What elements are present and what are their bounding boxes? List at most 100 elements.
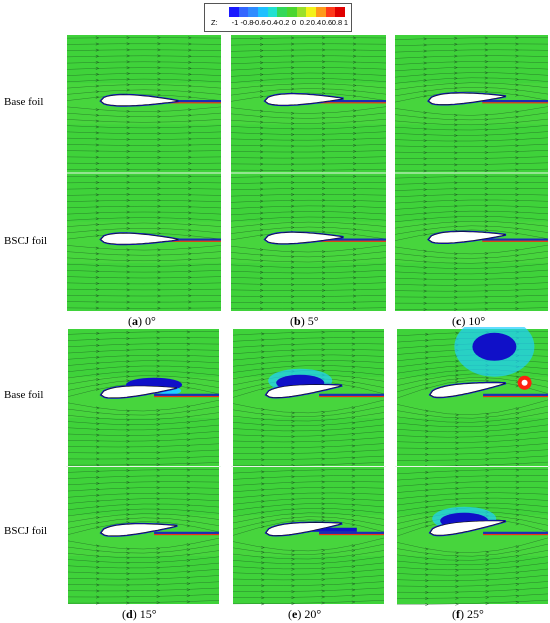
- streamline-arrow: [454, 60, 458, 64]
- streamline-arrow: [352, 137, 357, 141]
- streamline-arrow: [352, 211, 357, 215]
- streamline: [396, 475, 549, 481]
- streamline-arrow: [515, 375, 520, 379]
- flow-panel-svg: [231, 329, 386, 606]
- streamline-arrow: [515, 571, 520, 575]
- streamline-arrow: [423, 205, 428, 209]
- flow-panel-svg: [231, 35, 386, 311]
- streamline: [67, 331, 220, 335]
- streamline: [231, 106, 386, 114]
- streamline-arrow: [423, 84, 428, 88]
- streamline-arrow: [290, 77, 295, 81]
- streamline-arrow: [351, 360, 356, 363]
- streamline-arrow: [95, 246, 100, 250]
- streamline: [396, 481, 549, 487]
- streamline: [67, 182, 221, 184]
- streamline-arrow: [454, 157, 458, 161]
- streamline-arrow: [290, 144, 295, 148]
- flow-subpanel-base: [231, 35, 386, 173]
- streamline: [67, 337, 220, 341]
- streamline-arrow: [156, 577, 161, 581]
- streamline-arrow: [95, 258, 100, 261]
- streamline-arrow: [515, 508, 520, 512]
- streamline-arrow: [425, 356, 429, 360]
- streamline-arrow: [321, 342, 326, 346]
- streamline-arrow: [291, 562, 296, 566]
- streamline: [67, 245, 221, 251]
- streamline-arrow: [259, 175, 264, 179]
- streamline: [396, 469, 549, 475]
- streamline-arrow: [515, 199, 520, 203]
- streamline-arrow: [290, 215, 295, 219]
- streamline-arrow: [423, 169, 428, 173]
- streamline-arrow: [96, 469, 100, 473]
- streamline-arrow: [515, 456, 520, 460]
- streamline-arrow: [515, 600, 520, 604]
- streamline-arrow: [455, 359, 460, 363]
- streamline-arrow: [515, 513, 520, 517]
- streamline-arrow: [126, 513, 131, 516]
- streamline-arrow: [515, 227, 520, 231]
- streamline-arrow: [484, 145, 489, 149]
- streamline-arrow: [515, 54, 520, 58]
- streamline-arrow: [352, 233, 357, 237]
- streamline-arrow: [290, 181, 295, 184]
- streamline-arrow: [259, 193, 264, 197]
- streamline-arrow: [485, 412, 490, 416]
- streamline-arrow: [156, 348, 161, 352]
- streamline-arrow: [126, 595, 131, 599]
- streamline: [67, 550, 220, 558]
- streamline: [395, 82, 548, 90]
- streamline-arrow: [351, 565, 356, 568]
- colorbar-tick: 0.4: [310, 18, 322, 27]
- streamline-arrow: [290, 271, 295, 275]
- streamline-arrow: [291, 440, 296, 444]
- streamline-arrow: [352, 181, 357, 184]
- streamline-arrow: [126, 168, 131, 172]
- streamline-arrow: [484, 224, 489, 228]
- streamline: [232, 412, 385, 422]
- flow-field: [395, 35, 548, 173]
- streamline-arrow: [95, 205, 100, 209]
- streamline-arrow: [126, 517, 131, 521]
- streamline-arrow: [95, 48, 100, 52]
- streamline: [232, 354, 385, 361]
- streamline: [395, 282, 548, 286]
- streamline-arrow: [188, 258, 192, 261]
- colorbar-segment: [277, 7, 288, 17]
- streamline-arrow: [186, 432, 191, 436]
- streamline-arrow: [321, 557, 326, 561]
- streamline-arrow: [126, 583, 131, 587]
- streamline: [231, 78, 386, 83]
- streamline-arrow: [321, 60, 326, 64]
- streamline-arrow: [188, 119, 192, 123]
- streamline: [231, 307, 386, 310]
- streamline-arrow: [157, 132, 162, 135]
- streamline-arrow: [485, 506, 490, 510]
- streamline: [67, 125, 221, 129]
- streamline-arrow: [321, 198, 326, 202]
- flow-field: [395, 173, 548, 311]
- streamline-arrow: [157, 168, 162, 172]
- streamline-arrow: [96, 445, 100, 449]
- streamline-arrow: [485, 502, 490, 505]
- streamline-arrow: [126, 77, 131, 81]
- streamline-arrow: [188, 181, 192, 184]
- streamline-arrow: [291, 516, 296, 520]
- streamline-arrow: [261, 515, 265, 519]
- streamline-arrow: [515, 497, 520, 501]
- streamline-arrow: [186, 376, 191, 380]
- streamline-arrow: [321, 307, 326, 311]
- streamline-arrow: [515, 42, 520, 46]
- streamline-arrow: [321, 180, 326, 184]
- flow-subpanel-base: [396, 327, 549, 468]
- row-label-base-bottom: Base foil: [4, 389, 44, 401]
- streamline-arrow: [515, 450, 520, 454]
- row-label-bscj-top: BSCJ foil: [4, 235, 48, 247]
- streamline-arrow: [290, 156, 295, 160]
- streamline: [67, 150, 221, 152]
- streamline-arrow: [157, 83, 162, 87]
- streamline-arrow: [188, 217, 192, 221]
- streamline-arrow: [291, 337, 296, 341]
- streamline-arrow: [423, 301, 428, 305]
